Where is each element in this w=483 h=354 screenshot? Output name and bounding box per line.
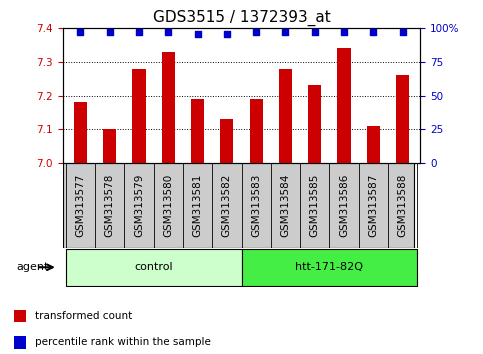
Bar — [279, 69, 292, 163]
Text: GSM313578: GSM313578 — [105, 173, 114, 237]
Text: GSM313588: GSM313588 — [398, 173, 408, 237]
Point — [76, 29, 84, 35]
Point — [311, 29, 319, 35]
Bar — [74, 102, 87, 163]
Text: GSM313586: GSM313586 — [339, 173, 349, 237]
Bar — [191, 99, 204, 163]
Text: control: control — [134, 262, 173, 272]
Bar — [338, 48, 351, 163]
Bar — [242, 249, 417, 286]
Text: transformed count: transformed count — [35, 311, 132, 321]
Point — [223, 31, 231, 36]
Text: GSM313577: GSM313577 — [75, 173, 85, 237]
Point — [282, 29, 289, 35]
Text: GSM313580: GSM313580 — [163, 174, 173, 237]
Point — [340, 29, 348, 35]
Bar — [367, 126, 380, 163]
Bar — [220, 119, 233, 163]
Text: GSM313583: GSM313583 — [251, 173, 261, 237]
Text: GSM313582: GSM313582 — [222, 173, 232, 237]
Bar — [14, 309, 26, 322]
Bar — [14, 336, 26, 349]
Bar — [250, 99, 263, 163]
Bar — [66, 249, 242, 286]
Point — [164, 29, 172, 35]
Title: GDS3515 / 1372393_at: GDS3515 / 1372393_at — [153, 9, 330, 25]
Bar — [132, 69, 145, 163]
Point — [106, 29, 114, 35]
Bar — [162, 52, 175, 163]
Text: agent: agent — [16, 262, 48, 272]
Bar — [308, 86, 321, 163]
Point — [194, 31, 201, 36]
Text: htt-171-82Q: htt-171-82Q — [296, 262, 363, 272]
Bar — [103, 129, 116, 163]
Point — [399, 29, 407, 35]
Text: percentile rank within the sample: percentile rank within the sample — [35, 337, 211, 348]
Point — [252, 29, 260, 35]
Text: GSM313585: GSM313585 — [310, 173, 320, 237]
Bar — [396, 75, 409, 163]
Text: GSM313587: GSM313587 — [369, 173, 378, 237]
Text: GSM313584: GSM313584 — [281, 173, 290, 237]
Text: GSM313579: GSM313579 — [134, 173, 144, 237]
Point — [369, 29, 377, 35]
Text: GSM313581: GSM313581 — [193, 173, 202, 237]
Point — [135, 29, 143, 35]
